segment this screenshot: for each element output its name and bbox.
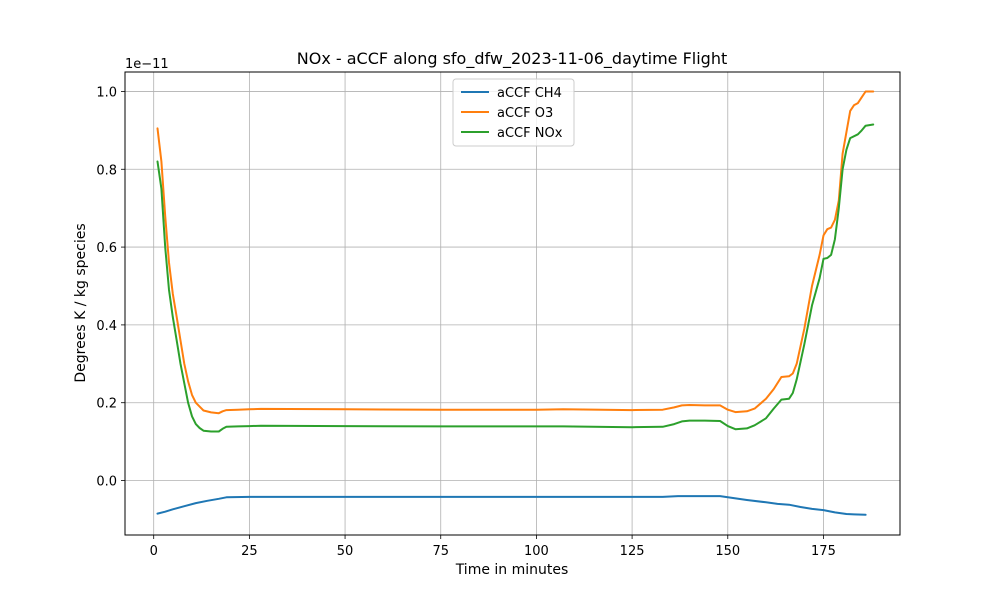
y-tick-label: 0.2 bbox=[96, 397, 117, 412]
axis-ticks: 0 25 50 75 100 125 150 175 0.0 0.2 0.4 0.6 0.8 1.0 bbox=[96, 85, 836, 559]
x-tick-label: 100 bbox=[524, 544, 549, 559]
y-tick-label: 0.4 bbox=[96, 319, 117, 334]
plot-frame bbox=[124, 71, 901, 536]
x-tick-label: 0 bbox=[150, 544, 158, 559]
series-line-2 bbox=[156, 123, 875, 433]
y-tick-label: 1.0 bbox=[96, 85, 117, 100]
chart-title: NOx - aCCF along sfo_dfw_2023-11-06_dayt… bbox=[297, 49, 728, 69]
legend-label: aCCF NOx bbox=[497, 126, 563, 141]
legend-box bbox=[452, 78, 575, 147]
x-tick-label: 175 bbox=[811, 544, 836, 559]
x-axis-label: Time in minutes bbox=[455, 562, 569, 578]
legend-label: aCCF O3 bbox=[497, 106, 553, 121]
x-tick-label: 125 bbox=[620, 544, 645, 559]
x-tick-label: 50 bbox=[337, 544, 354, 559]
series-line-0 bbox=[156, 495, 867, 516]
legend: aCCF CH4 aCCF O3 aCCF NOx bbox=[452, 78, 575, 147]
x-tick-label: 150 bbox=[715, 544, 740, 559]
x-tick-label: 75 bbox=[432, 544, 449, 559]
y-axis-label: Degrees K / kg species bbox=[73, 223, 89, 382]
series-lines bbox=[156, 90, 875, 516]
y-tick-label: 0.8 bbox=[96, 163, 117, 178]
y-offset-label: 1e−11 bbox=[125, 57, 169, 72]
y-tick-label: 0.6 bbox=[96, 241, 117, 256]
series-line-1 bbox=[156, 90, 875, 415]
y-tick-label: 0.0 bbox=[96, 475, 117, 490]
x-tick-label: 25 bbox=[241, 544, 258, 559]
legend-label: aCCF CH4 bbox=[497, 86, 562, 101]
